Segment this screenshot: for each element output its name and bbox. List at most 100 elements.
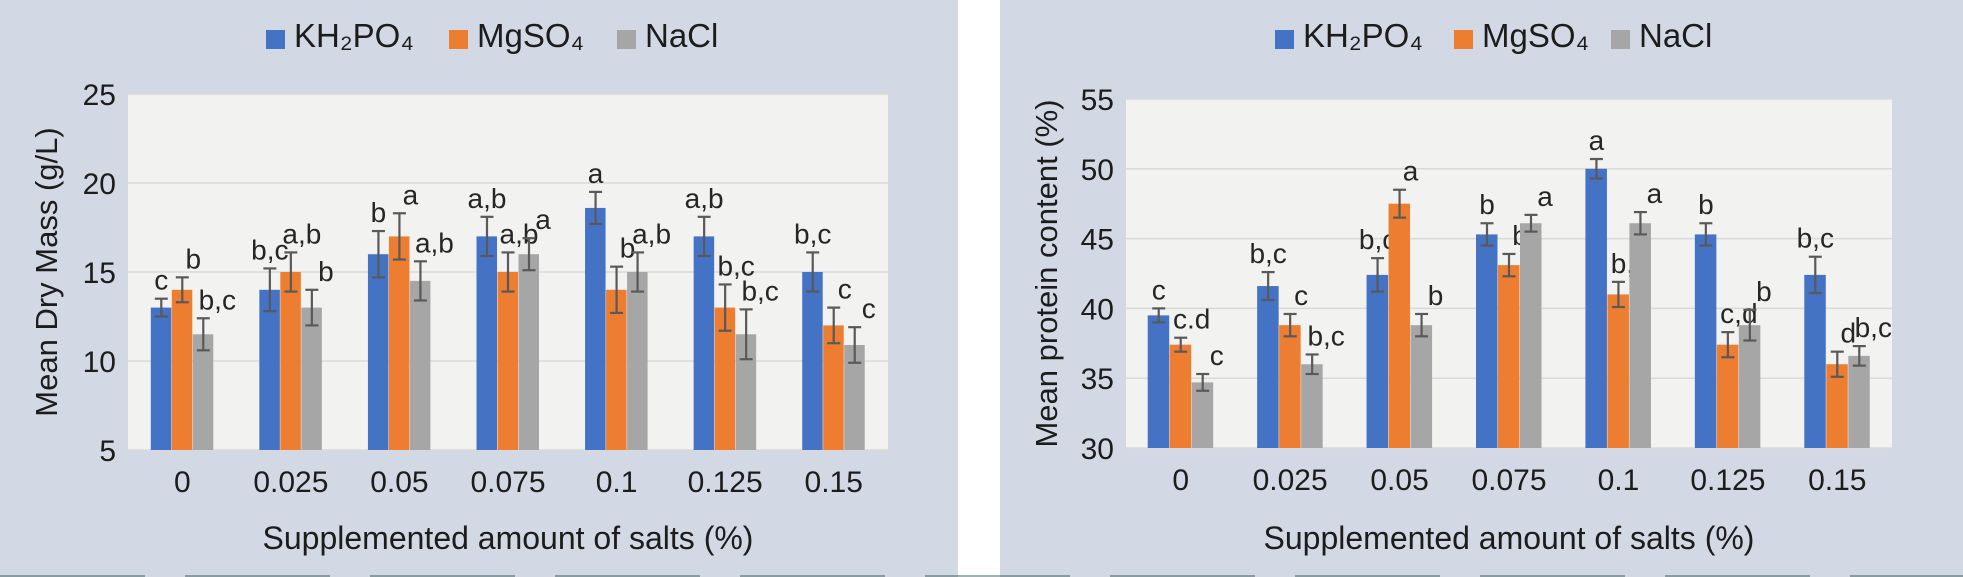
bar (1826, 364, 1848, 448)
bar (1848, 355, 1870, 448)
sig-letter: b (185, 243, 201, 274)
legend-label: MgSO₄ (477, 17, 584, 54)
x-tick-label: 0.15 (805, 466, 863, 499)
bar (1585, 168, 1607, 449)
sig-letter: b,c (251, 234, 288, 265)
sig-letter: b (620, 233, 636, 264)
y-tick-label: 25 (83, 79, 116, 112)
legend-label: KH₂PO₄ (294, 17, 414, 54)
bar (693, 236, 715, 450)
sig-letter: a (1403, 156, 1419, 187)
y-axis-title: Mean Dry Mass (g/L) (29, 127, 64, 416)
bar (844, 344, 865, 450)
bar (1738, 325, 1761, 448)
x-tick-label: 0.05 (370, 466, 428, 499)
sig-letter: c.d (1173, 304, 1210, 335)
sig-letter: d (1840, 318, 1856, 349)
x-tick-label: 0.025 (253, 466, 328, 499)
sig-letter: b,c (741, 275, 778, 306)
bar (259, 289, 280, 450)
sig-letter: c (838, 274, 852, 305)
bar (823, 325, 844, 450)
bar (367, 254, 389, 450)
y-tick-label: 5 (99, 435, 116, 468)
sig-letter: a,b (632, 218, 671, 249)
sig-letter: b (371, 197, 387, 228)
sig-letter: b,c (1797, 223, 1834, 254)
bar (714, 307, 736, 450)
bar (476, 236, 497, 450)
y-axis-title: Mean protein content (%) (1029, 99, 1064, 447)
dry-mass-chart-panel: 25 20 15 10 5 0 0.025 0.05 0.075 0.1 0.125 0.15 c b,c… (0, 0, 958, 577)
sig-letter: b,c (1307, 320, 1344, 351)
y-tick-label: 35 (1081, 363, 1114, 396)
bar (1257, 286, 1279, 448)
bar (1498, 265, 1520, 448)
sig-letter: c (154, 265, 168, 296)
bar (171, 289, 193, 450)
bar (409, 280, 431, 450)
sig-letter: a,b (685, 183, 724, 214)
bottom-crop-artifact (0, 575, 1963, 577)
x-tick-label: 0.15 (1808, 464, 1866, 497)
legend-swatch (1454, 30, 1473, 49)
bar (1629, 223, 1651, 448)
bar (280, 272, 301, 450)
x-tick-label: 0.1 (1598, 464, 1640, 497)
bar (1607, 294, 1629, 448)
sig-letter: a (403, 179, 419, 210)
sig-letter: b,c (1249, 238, 1286, 269)
protein-chart-panel: 55 50 45 40 35 30 0 0.025 0.05 0.075 0.1 0.125 0.15 c… (1000, 0, 1963, 577)
sig-letter: a,b (500, 218, 539, 249)
bar (606, 289, 627, 450)
sig-letter: b (1756, 276, 1772, 307)
legend-swatch (617, 30, 636, 49)
x-tick-label: 0.1 (596, 466, 638, 499)
y-tick-label: 30 (1081, 433, 1114, 466)
y-tick-label: 15 (83, 257, 116, 290)
bar (1147, 315, 1170, 448)
sig-letter: a (535, 204, 551, 235)
x-tick-label: 0 (174, 466, 191, 499)
protein-chart-svg: 55 50 45 40 35 30 0 0.025 0.05 0.075 0.1 0.125 0.15 c… (1029, 17, 1892, 556)
sig-letter: b,c (1855, 312, 1892, 343)
bar (1301, 364, 1323, 448)
sig-letter: c,d (1720, 298, 1757, 329)
legend-swatch (266, 30, 285, 49)
sig-letter: b,c (199, 284, 236, 315)
sig-letter: c (1210, 340, 1224, 371)
x-axis-title: Supplemented amount of salts (%) (263, 520, 754, 556)
bar (1520, 223, 1542, 448)
bar (150, 307, 172, 450)
sig-letter: a,b (468, 183, 507, 214)
bar (1804, 274, 1826, 448)
legend-swatch (1611, 30, 1630, 49)
sig-letter: c (862, 293, 876, 324)
y-tick-label: 10 (83, 346, 116, 379)
sig-letter: c (1152, 274, 1166, 305)
sig-letter: b (1479, 189, 1495, 220)
bar (301, 307, 322, 450)
x-tick-label: 0.05 (1370, 464, 1428, 497)
sig-letter: a (588, 158, 604, 189)
sig-letter: a,b (415, 227, 454, 258)
sig-letter: a (1537, 181, 1553, 212)
sig-letter: b,c (794, 218, 831, 249)
y-tick-label: 20 (83, 168, 116, 201)
sig-letter: c (1294, 280, 1308, 311)
x-tick-label: 0 (1172, 464, 1189, 497)
sig-letter: a (1589, 125, 1605, 156)
sig-letter: a,b (282, 218, 321, 249)
legend-label: NaCl (645, 17, 718, 54)
bar (192, 334, 214, 450)
bar (1716, 344, 1739, 448)
bar (497, 272, 518, 450)
y-tick-label: 45 (1081, 224, 1114, 257)
bar (1279, 325, 1301, 448)
legend-swatch (1275, 30, 1294, 49)
sig-letter: b (318, 256, 334, 287)
bar (388, 236, 410, 450)
sig-letter: b,c (717, 250, 754, 281)
x-tick-label: 0.075 (470, 466, 545, 499)
